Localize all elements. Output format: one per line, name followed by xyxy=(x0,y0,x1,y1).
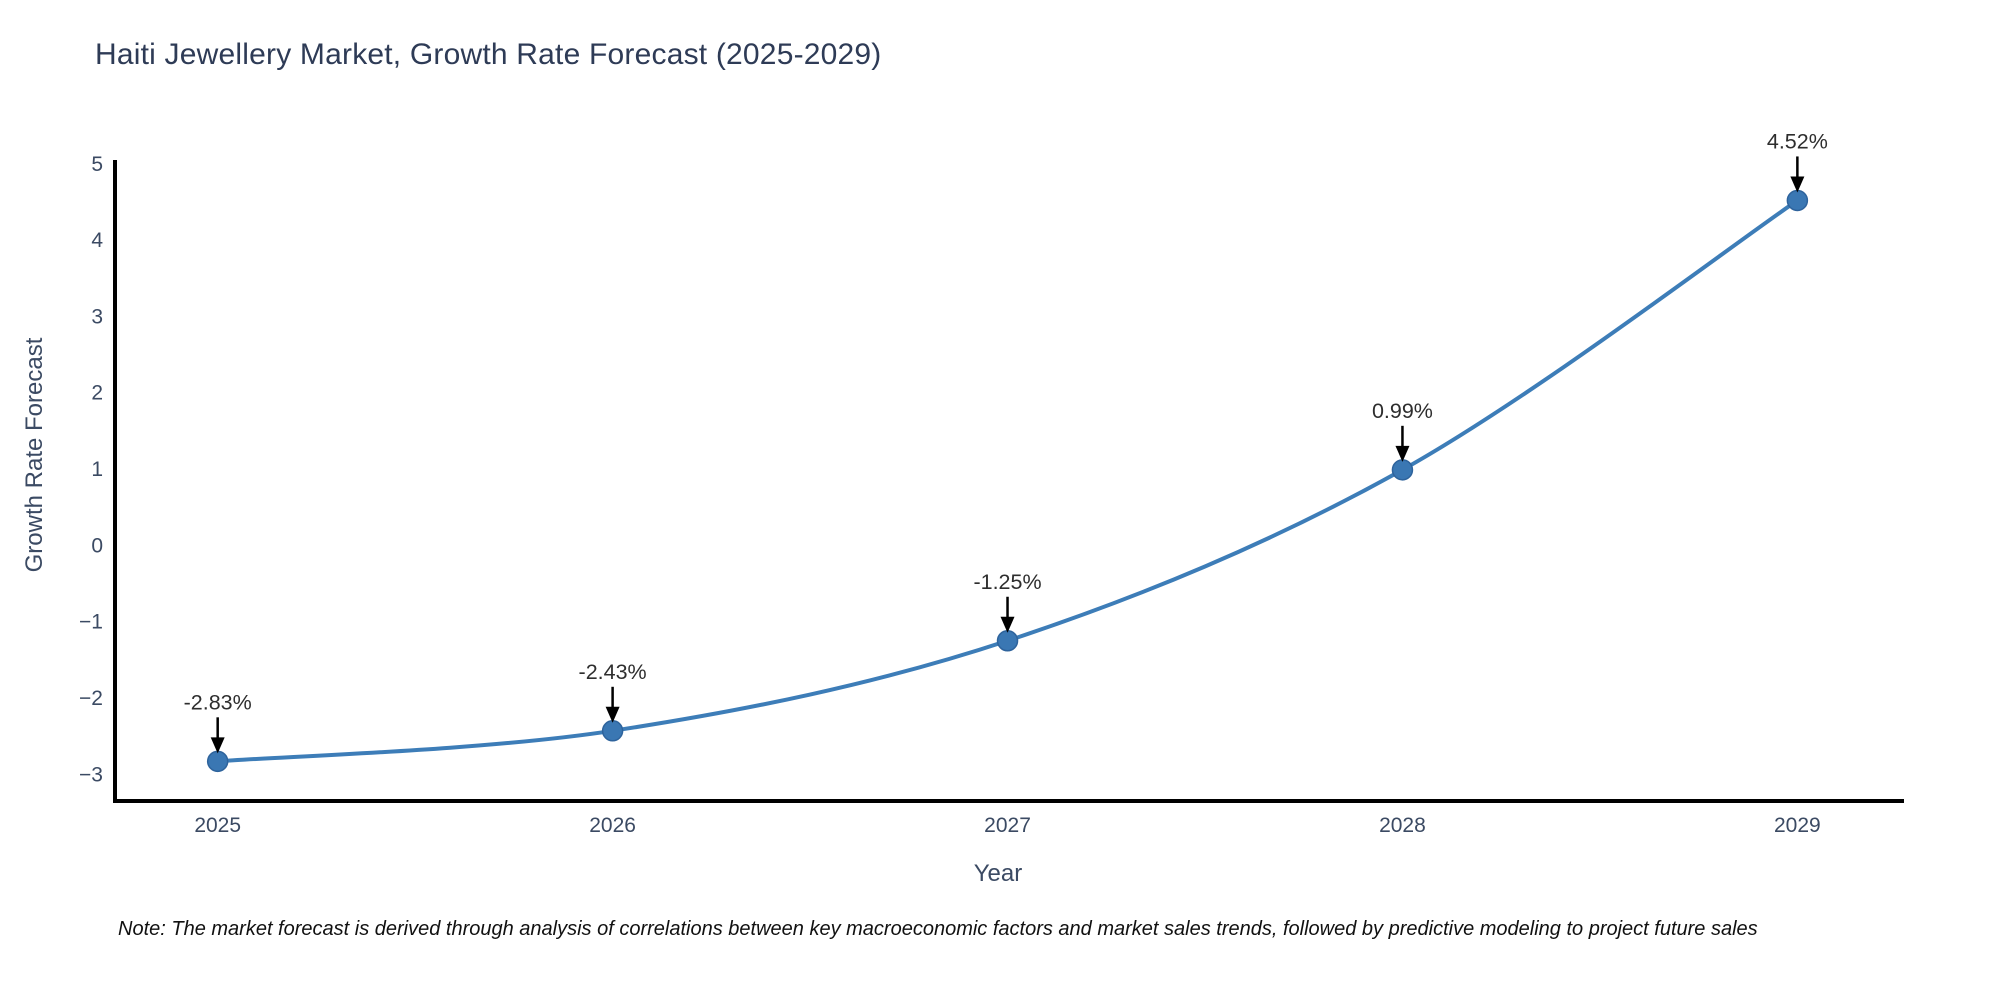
data-point-marker[interactable] xyxy=(206,750,229,773)
y-tick-label: −3 xyxy=(79,763,103,786)
chart-title: Haiti Jewellery Market, Growth Rate Fore… xyxy=(95,38,882,71)
data-point-marker[interactable] xyxy=(601,720,624,742)
x-tick-label: 2029 xyxy=(1774,814,1821,837)
x-tick-label: 2025 xyxy=(194,814,241,837)
y-tick-label: 1 xyxy=(91,458,103,481)
point-annotation-label: -2.43% xyxy=(579,660,647,684)
data-point-marker[interactable] xyxy=(1391,459,1414,481)
point-annotation-label: 0.99% xyxy=(1372,399,1433,423)
point-annotation-label: -1.25% xyxy=(973,570,1041,594)
y-tick-label: −1 xyxy=(79,611,103,634)
data-point-marker[interactable] xyxy=(1786,189,1809,212)
y-tick-label: 3 xyxy=(91,305,103,328)
annotation-arrowhead-icon xyxy=(1395,445,1410,462)
x-tick-label: 2027 xyxy=(984,814,1031,837)
data-point-marker[interactable] xyxy=(996,630,1019,652)
x-axis-title: Year xyxy=(974,860,1023,887)
y-tick-label: 5 xyxy=(91,153,103,176)
annotation-arrowhead-icon xyxy=(210,737,225,754)
annotation-arrowhead-icon xyxy=(1790,176,1805,193)
chart-footnote: Note: The market forecast is derived thr… xyxy=(118,918,1758,940)
point-annotation-label: 4.52% xyxy=(1767,129,1828,153)
axis-spines xyxy=(113,160,1904,803)
y-axis-tick-labels: 5 4 3 2 1 0 −1 −2 −3 xyxy=(79,153,103,786)
x-axis-tick-labels: 2025 2026 2027 2028 2029 xyxy=(194,814,1820,837)
x-tick-label: 2026 xyxy=(589,814,636,837)
point-annotations: -2.83% -2.43% -1.25% 0.99% 4.52% xyxy=(184,129,1828,754)
line-series xyxy=(206,189,1809,773)
y-tick-label: 0 xyxy=(91,534,103,557)
y-tick-label: −2 xyxy=(79,687,103,710)
annotation-arrowhead-icon xyxy=(1000,616,1015,633)
y-tick-label: 2 xyxy=(91,382,103,405)
point-annotation-label: -2.83% xyxy=(184,690,252,714)
annotation-arrowhead-icon xyxy=(605,706,620,723)
y-tick-label: 4 xyxy=(91,229,103,252)
y-axis-title: Growth Rate Forecast xyxy=(21,337,48,572)
forecast-line xyxy=(215,198,1800,764)
x-tick-label: 2028 xyxy=(1379,814,1426,837)
